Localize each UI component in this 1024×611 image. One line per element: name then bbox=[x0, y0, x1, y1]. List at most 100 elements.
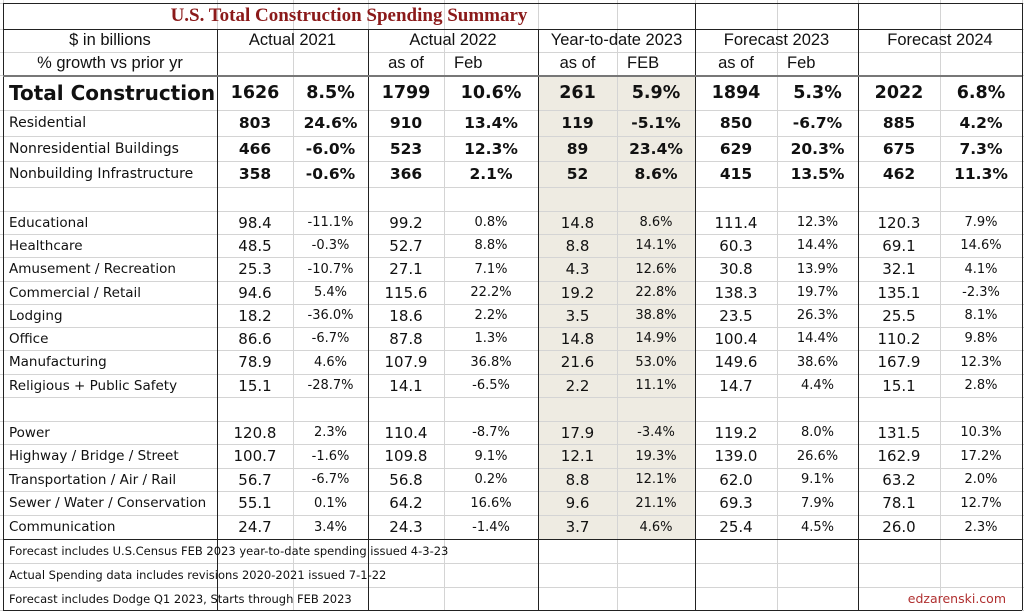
growth-cell: 14.1% bbox=[635, 238, 677, 253]
gridline-horizontal bbox=[0, 281, 1024, 282]
border-top bbox=[3, 3, 1022, 4]
growth-cell: -8.7% bbox=[472, 425, 510, 440]
growth-cell: 9.1% bbox=[800, 472, 835, 487]
value-cell: 466 bbox=[238, 139, 272, 158]
column-subheader: Feb bbox=[787, 54, 816, 72]
growth-cell: 38.6% bbox=[796, 354, 839, 370]
growth-cell: 12.6% bbox=[635, 261, 677, 277]
value-cell: 675 bbox=[882, 139, 916, 158]
gridline-horizontal bbox=[0, 327, 1024, 328]
growth-cell: 23.4% bbox=[629, 139, 683, 158]
footnote: Forecast includes U.S.Census FEB 2023 ye… bbox=[9, 544, 449, 558]
growth-cell: 0.8% bbox=[474, 215, 508, 230]
value-cell: 110.2 bbox=[877, 329, 921, 348]
value-cell: 15.1 bbox=[882, 376, 916, 395]
growth-cell: 19.7% bbox=[796, 285, 839, 300]
value-cell: 120.3 bbox=[877, 213, 921, 232]
growth-cell: 8.1% bbox=[964, 308, 998, 323]
value-cell: 358 bbox=[238, 165, 272, 183]
gridline-horizontal bbox=[0, 234, 1024, 235]
growth-cell: 2.0% bbox=[964, 472, 998, 487]
growth-cell: 12.3% bbox=[960, 354, 1002, 370]
value-cell: 98.4 bbox=[238, 213, 272, 232]
value-cell: 69.3 bbox=[719, 494, 753, 512]
column-subheader bbox=[293, 52, 368, 75]
growth-cell: 8.6% bbox=[634, 165, 678, 183]
border-horizontal bbox=[3, 29, 1022, 30]
column-group-header: Forecast 2024 bbox=[887, 31, 993, 49]
value-cell: 78.9 bbox=[238, 353, 272, 371]
growth-cell: 14.4% bbox=[796, 238, 839, 253]
growth-cell: 11.3% bbox=[954, 165, 1008, 183]
value-cell: 69.1 bbox=[882, 236, 916, 255]
growth-cell: 13.5% bbox=[790, 165, 845, 183]
value-cell: 87.8 bbox=[389, 329, 423, 348]
growth-cell: 8.6% bbox=[639, 215, 673, 230]
column-subheader bbox=[217, 52, 293, 75]
growth-cell: -10.7% bbox=[307, 261, 354, 277]
value-cell: 21.6 bbox=[560, 353, 595, 371]
units-label: $ in billions bbox=[69, 31, 151, 49]
growth-cell: 9.1% bbox=[474, 448, 508, 464]
growth-cell: 5.4% bbox=[313, 285, 348, 300]
growth-cell: 13.9% bbox=[796, 261, 839, 277]
growth-cell: 8.8% bbox=[474, 238, 508, 253]
value-cell: 17.9 bbox=[560, 423, 595, 442]
growth-cell: -2.3% bbox=[962, 285, 1000, 300]
value-cell: 3.5 bbox=[565, 306, 590, 325]
growth-cell: -6.7% bbox=[311, 472, 350, 487]
growth-cell: 38.8% bbox=[635, 308, 677, 323]
value-cell: 56.8 bbox=[389, 470, 423, 489]
value-cell: 48.5 bbox=[238, 236, 272, 255]
footnote: Forecast includes Dodge Q1 2023, Starts … bbox=[9, 591, 352, 606]
growth-cell: -6.0% bbox=[305, 139, 356, 158]
value-cell: 1894 bbox=[711, 82, 761, 103]
value-cell: 119 bbox=[561, 114, 594, 132]
value-cell: 1626 bbox=[230, 82, 280, 103]
border-vertical bbox=[695, 29, 696, 610]
column-group-header: Actual 2021 bbox=[248, 31, 337, 49]
growth-cell: 20.3% bbox=[790, 139, 845, 158]
growth-cell: 12.1% bbox=[635, 472, 677, 487]
growth-cell: 4.5% bbox=[800, 519, 835, 535]
growth-cell: 8.5% bbox=[306, 82, 355, 103]
border-vertical bbox=[368, 29, 369, 610]
value-cell: 1799 bbox=[381, 82, 431, 103]
border-vertical bbox=[217, 29, 218, 610]
value-cell: 56.7 bbox=[238, 470, 272, 489]
growth-cell: 5.9% bbox=[631, 82, 681, 103]
value-cell: 25.5 bbox=[882, 306, 916, 325]
gridline-horizontal bbox=[0, 136, 1024, 137]
gridline-horizontal bbox=[0, 52, 1024, 53]
growth-cell: 5.3% bbox=[793, 82, 842, 103]
growth-cell: -1.4% bbox=[472, 519, 510, 535]
value-cell: 12.1 bbox=[560, 447, 595, 465]
growth-cell: 1.3% bbox=[474, 331, 508, 346]
column-subheader bbox=[940, 52, 1022, 75]
growth-cell: 7.9% bbox=[800, 495, 835, 511]
value-cell: 629 bbox=[719, 139, 753, 158]
column-subheader bbox=[858, 52, 940, 75]
row-label: Lodging bbox=[9, 307, 63, 324]
value-cell: 462 bbox=[882, 165, 916, 183]
growth-cell: -3.4% bbox=[637, 425, 675, 440]
gridline-horizontal bbox=[0, 187, 1024, 188]
value-cell: 261 bbox=[559, 82, 596, 103]
value-cell: 14.1 bbox=[389, 376, 423, 395]
footnote: Actual Spending data includes revisions … bbox=[9, 568, 387, 582]
row-label: Commercial / Retail bbox=[9, 284, 142, 301]
gridline-horizontal bbox=[0, 211, 1024, 212]
growth-cell: -28.7% bbox=[307, 378, 354, 393]
value-cell: 167.9 bbox=[877, 353, 921, 371]
gridline-horizontal bbox=[0, 421, 1024, 422]
gridline-vertical bbox=[444, 0, 445, 611]
border-notes-top bbox=[3, 539, 1022, 540]
growth-cell: 2.1% bbox=[469, 165, 513, 183]
border-vertical bbox=[3, 3, 4, 29]
growth-cell: 2.3% bbox=[964, 519, 998, 535]
growth-cell: 13.4% bbox=[464, 114, 518, 132]
value-cell: 110.4 bbox=[384, 423, 428, 442]
value-cell: 115.6 bbox=[384, 283, 428, 302]
growth-cell: 2.8% bbox=[964, 378, 998, 393]
value-cell: 8.8 bbox=[565, 236, 590, 255]
